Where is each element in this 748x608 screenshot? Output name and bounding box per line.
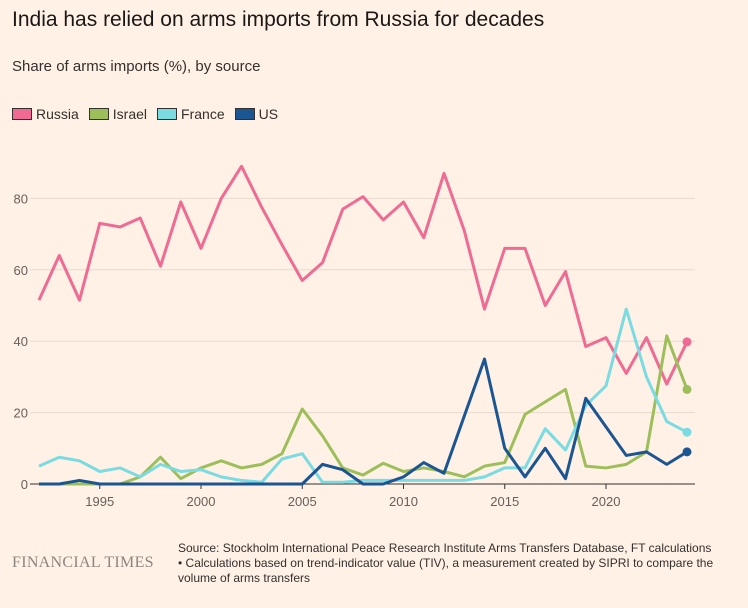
y-tick-label: 60	[14, 263, 28, 278]
data-point-israel	[682, 384, 692, 394]
series-line-israel	[39, 334, 689, 486]
x-tick-label: 1995	[85, 494, 114, 509]
x-tick-label: 2005	[288, 494, 317, 509]
y-tick-label: 0	[21, 477, 28, 492]
x-tick-label: 2015	[490, 494, 519, 509]
legend-label: Russia	[36, 106, 79, 122]
legend-item-us: US	[234, 106, 279, 122]
notes: Source: Stockholm International Peace Re…	[178, 541, 738, 586]
data-point-russia	[682, 337, 692, 347]
legend-label: US	[258, 106, 279, 122]
data-point-us	[682, 447, 692, 457]
legend-label: Israel	[112, 106, 148, 122]
legend-swatch	[157, 108, 178, 120]
chart-subtitle: Share of arms imports (%), by source	[12, 58, 261, 75]
y-tick-label: 80	[14, 191, 28, 206]
x-tick-label: 2000	[187, 494, 216, 509]
x-tick-label: 2010	[389, 494, 418, 509]
note-text: • Calculations based on trend-indicator …	[178, 556, 714, 585]
legend-item-russia: Russia	[12, 106, 79, 122]
ft-logo: FINANCIAL TIMES	[12, 554, 154, 571]
chart-title: India has relied on arms imports from Ru…	[12, 8, 545, 31]
legend-item-france: France	[157, 106, 225, 122]
y-tick-label: 20	[14, 406, 28, 421]
y-tick-label: 40	[14, 334, 28, 349]
legend: Russia Israel France US	[12, 106, 278, 122]
x-tick-label: 2020	[592, 494, 621, 509]
series-line-russia	[37, 164, 689, 386]
legend-label: France	[181, 106, 225, 122]
legend-item-israel: Israel	[88, 106, 148, 122]
data-point-france	[682, 427, 692, 437]
series-line-france	[38, 307, 688, 484]
series-line-us	[39, 357, 688, 486]
legend-swatch	[12, 108, 32, 120]
legend-swatch	[88, 108, 109, 120]
source-text: Source: Stockholm International Peace Re…	[178, 541, 712, 555]
legend-swatch	[234, 108, 255, 120]
